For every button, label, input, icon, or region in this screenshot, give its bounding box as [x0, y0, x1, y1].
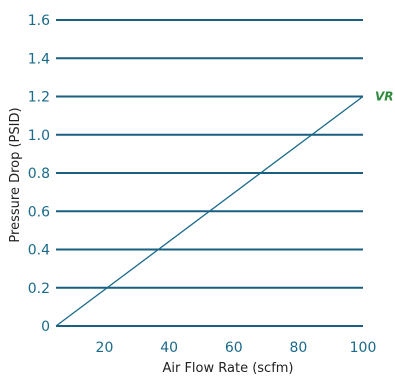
y-axis-title: Pressure Drop (PSID): [8, 107, 23, 242]
x-tick-label: 40: [160, 340, 178, 356]
y-tick-label: 1.0: [28, 128, 50, 144]
series-label: VR: [375, 90, 394, 104]
x-tick-label: 20: [96, 340, 114, 356]
y-tick-label: 0.6: [28, 204, 50, 220]
x-tick-label: 100: [350, 340, 377, 356]
y-tick-label: 0.2: [28, 281, 50, 297]
x-axis-title: Air Flow Rate (scfm): [162, 361, 293, 376]
series-group: VR: [55, 90, 394, 327]
y-tick-label: 0.8: [28, 166, 50, 182]
y-tick-label: 1.2: [28, 90, 50, 106]
x-tick-labels: 20 40 60 80 100: [96, 340, 377, 356]
y-tick-label: 1.6: [28, 13, 50, 29]
y-tick-label: 1.4: [28, 51, 50, 67]
x-tick-label: 60: [225, 340, 243, 356]
y-tick-label: 0: [41, 319, 50, 335]
gridlines: [56, 19, 363, 327]
x-tick-label: 80: [289, 340, 307, 356]
series-line-vr: [55, 95, 364, 327]
y-tick-labels: 0 0.2 0.4 0.6 0.8 1.0 1.2 1.4 1.6: [28, 13, 50, 335]
y-tick-label: 0.4: [28, 243, 50, 259]
